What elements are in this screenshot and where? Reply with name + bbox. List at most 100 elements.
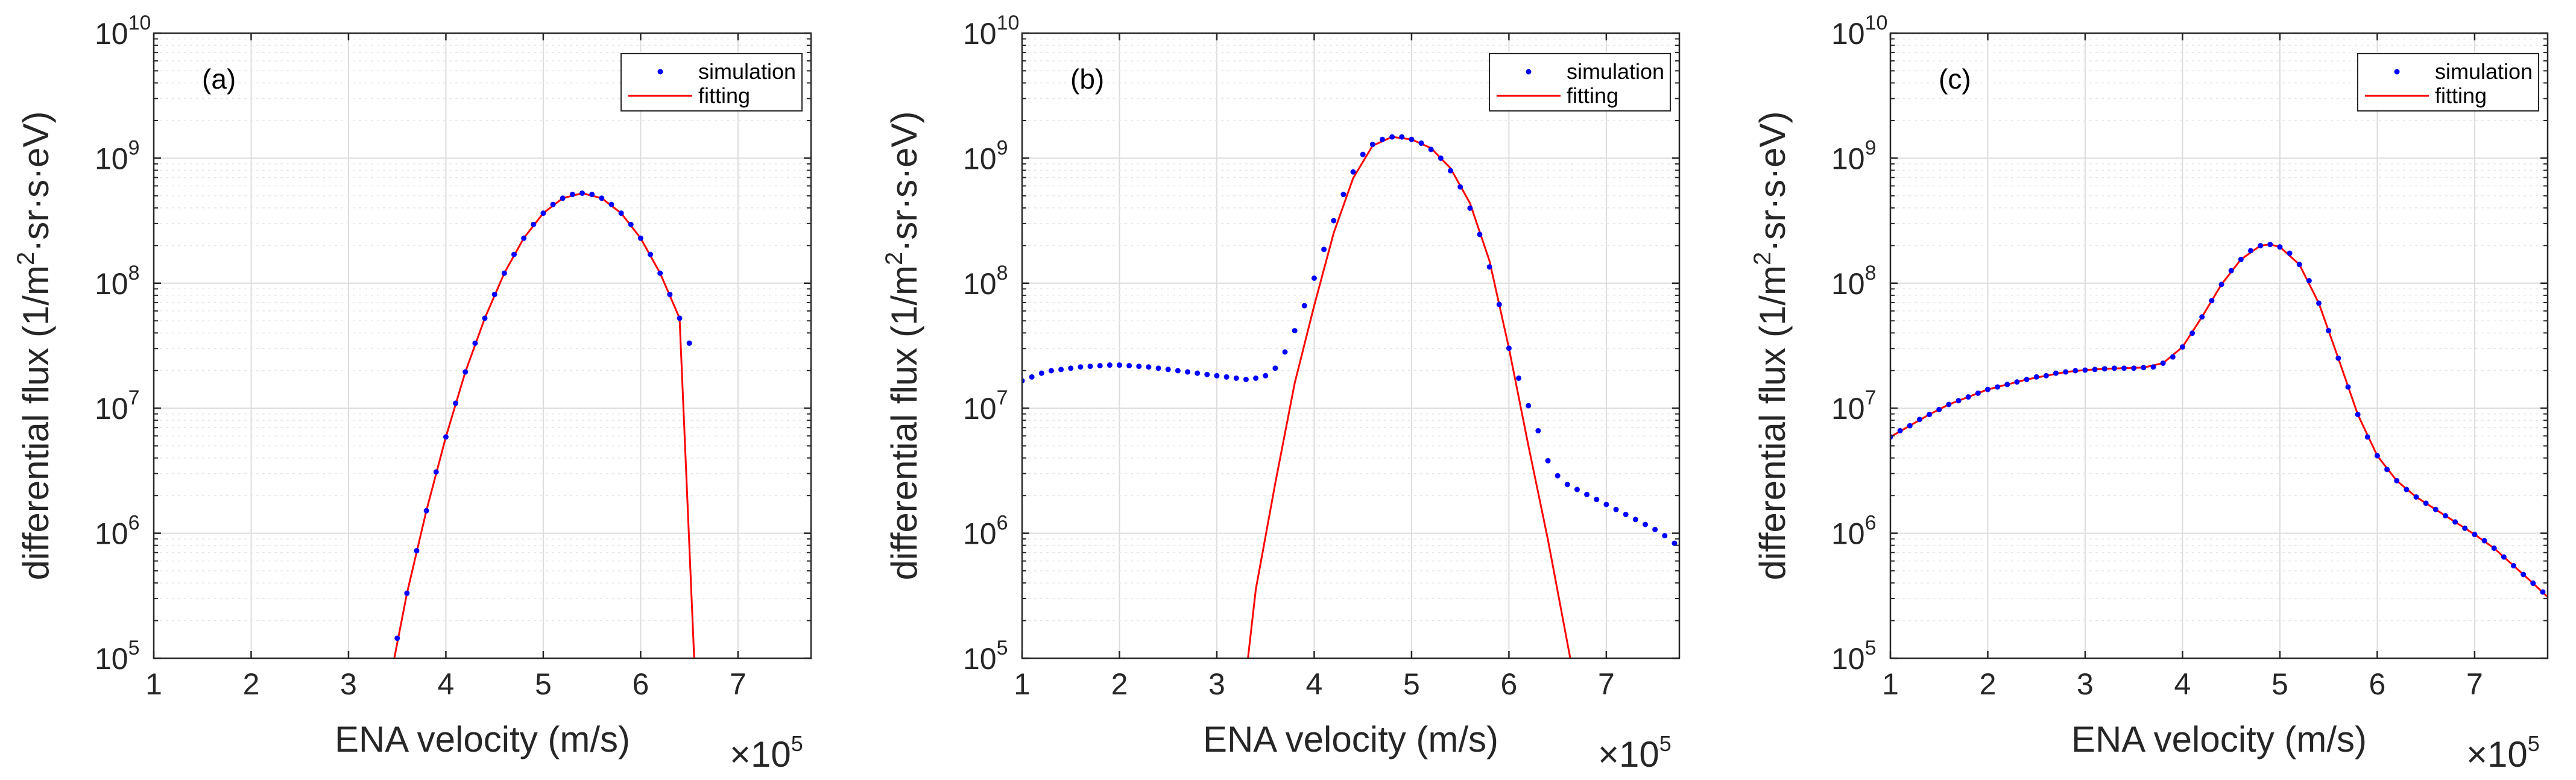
y-tick-exponent: 8 <box>128 262 140 285</box>
simulation-point <box>1233 375 1239 381</box>
legend-marker-simulation <box>2394 69 2400 75</box>
simulation-point <box>1243 376 1249 382</box>
y-tick-exponent: 8 <box>997 262 1008 285</box>
simulation-point <box>569 192 575 198</box>
plot-area <box>154 33 811 658</box>
simulation-point <box>1965 394 1971 400</box>
simulation-point <box>2101 366 2107 372</box>
y-tick-base: 10 <box>95 517 128 551</box>
y-tick-label: 107 <box>963 386 1008 426</box>
x-exponent-label: ×105 <box>2466 731 2540 775</box>
simulation-point <box>2442 513 2448 519</box>
y-tick-label: 109 <box>1831 136 1877 175</box>
simulation-point <box>2335 355 2341 361</box>
x-axis-label: ENA velocity (m/s) <box>1203 719 1498 760</box>
grid <box>153 33 811 659</box>
simulation-point <box>2043 373 2049 379</box>
x-tick-label: 6 <box>1501 667 1518 701</box>
x-tick-label: 1 <box>145 667 162 701</box>
plot-area <box>1022 33 1679 658</box>
simulation-point <box>599 195 605 201</box>
simulation-point <box>2521 571 2527 577</box>
y-tick-base: 10 <box>1831 17 1865 51</box>
simulation-point <box>511 251 517 257</box>
simulation-point <box>2501 554 2507 560</box>
y-label-superscript: 2 <box>1749 252 1776 265</box>
simulation-point <box>1185 369 1191 375</box>
simulation-point <box>2247 248 2253 254</box>
x-tick-label: 4 <box>438 667 455 701</box>
simulation-point <box>1584 491 1590 497</box>
simulation-point <box>1956 398 1962 404</box>
simulation-point <box>501 270 507 276</box>
simulation-point <box>2170 354 2176 360</box>
x-tick-label: 4 <box>2174 667 2191 701</box>
simulation-point <box>404 590 410 596</box>
simulation-point <box>521 235 527 241</box>
y-tick-exponent: 10 <box>997 11 1020 34</box>
axes-box <box>1021 32 1681 659</box>
y-tick-base: 10 <box>1831 267 1865 301</box>
x-exponent-label: ×105 <box>730 731 803 775</box>
simulation-point <box>1995 384 2001 390</box>
simulation-point <box>1506 345 1512 351</box>
y-tick-exponent: 10 <box>1865 11 1888 34</box>
y-tick-exponent: 6 <box>997 512 1008 535</box>
simulation-point <box>1272 365 1278 371</box>
simulation-point <box>2121 365 2127 371</box>
simulation-point <box>1331 218 1337 224</box>
simulation-point <box>1545 458 1551 464</box>
x-exponent-power: 5 <box>1659 731 1672 756</box>
simulation-point <box>482 315 488 321</box>
simulation-point <box>2530 580 2536 587</box>
y-tick-label: 105 <box>1831 637 1877 676</box>
x-axis-label: ENA velocity (m/s) <box>335 719 630 760</box>
simulation-point <box>1175 368 1181 374</box>
y-label-prefix: differential flux (1/m <box>1752 265 1793 580</box>
x-exponent-base: ×10 <box>2466 734 2528 775</box>
simulation-point <box>1126 363 1132 369</box>
simulation-point <box>608 201 614 207</box>
simulation-point <box>2413 494 2419 500</box>
simulation-point <box>1360 151 1366 157</box>
x-tick-label: 2 <box>1111 667 1128 701</box>
simulation-point <box>1927 412 1933 418</box>
y-axis-label: differential flux (1/m2·sr·s·eV) <box>881 112 924 580</box>
simulation-point <box>2160 360 2166 366</box>
simulation-point <box>1486 264 1492 270</box>
simulation-point <box>2082 367 2088 373</box>
y-tick-label: 1010 <box>1831 11 1887 51</box>
simulation-point <box>1078 364 1084 370</box>
x-axis-label: ENA velocity (m/s) <box>2071 719 2367 760</box>
y-tick-exponent: 5 <box>128 637 140 659</box>
x-tick-label: 1 <box>1014 667 1031 701</box>
simulation-point <box>1672 540 1678 546</box>
simulation-point <box>1457 184 1463 190</box>
y-tick-exponent: 7 <box>128 386 140 409</box>
simulation-point <box>677 315 683 321</box>
simulation-point <box>1369 142 1375 148</box>
simulation-point <box>2452 519 2458 525</box>
simulation-point <box>2287 250 2293 256</box>
x-tick-label: 5 <box>535 667 552 701</box>
simulation-point <box>2345 384 2351 390</box>
simulation-point <box>453 400 459 406</box>
simulation-point <box>1496 301 1502 307</box>
simulation-point <box>1146 364 1152 370</box>
simulation-point <box>2432 506 2439 512</box>
simulation-point <box>560 195 566 201</box>
simulation-point <box>2033 374 2039 380</box>
simulation-point <box>2179 344 2185 350</box>
simulation-point <box>2384 467 2390 473</box>
simulation-point <box>1564 482 1570 488</box>
simulation-point <box>1038 370 1044 376</box>
simulation-point <box>2228 268 2234 274</box>
y-tick-exponent: 7 <box>1865 386 1877 409</box>
y-label-suffix: ·sr·s·eV) <box>1752 112 1793 252</box>
simulation-point <box>1438 155 1444 161</box>
simulation-point <box>2218 281 2224 288</box>
simulation-point <box>2053 370 2059 376</box>
axes-box <box>1889 32 2549 659</box>
